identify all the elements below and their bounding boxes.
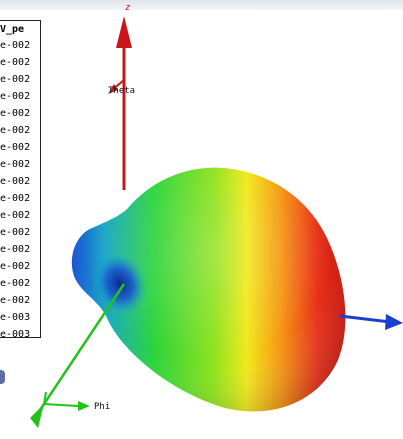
y-axis: [339, 314, 403, 330]
legend-value: e-002: [0, 159, 31, 170]
legend-value: e-002: [0, 142, 31, 153]
phi-label: Phi: [94, 402, 111, 412]
legend-value: e-002: [0, 244, 31, 255]
legend-value: e-003: [0, 312, 31, 323]
legend-value: e-002: [0, 57, 31, 68]
legend-value: e-002: [0, 210, 31, 221]
z-axis-label: z: [125, 3, 131, 13]
legend-value: e-002: [0, 91, 31, 102]
legend-value: e-002: [0, 125, 31, 136]
scroll-indicator[interactable]: [0, 370, 5, 384]
legend-value: e-002: [0, 227, 31, 238]
color-legend: V_pe e-002 e-002 e-002 e-002 e-002 e-002…: [0, 20, 41, 338]
legend-value: e-003: [0, 329, 31, 338]
legend-value: e-002: [0, 74, 31, 85]
legend-value: e-002: [0, 278, 31, 289]
legend-value: e-002: [0, 295, 31, 306]
legend-value: e-002: [0, 261, 31, 272]
legend-title: V_pe: [0, 24, 25, 35]
legend-value: e-002: [0, 176, 31, 187]
legend-value-list: e-002 e-002 e-002 e-002 e-002 e-002 e-00…: [0, 40, 40, 338]
viewport-top-strip: [0, 0, 403, 10]
legend-value: e-002: [0, 108, 31, 119]
z-axis: [108, 16, 132, 190]
theta-label: Theta: [108, 86, 136, 96]
legend-value: e-002: [0, 193, 31, 204]
radiation-pattern[interactable]: [71, 167, 346, 412]
x-axis: [30, 283, 126, 428]
legend-value: e-002: [0, 40, 31, 51]
